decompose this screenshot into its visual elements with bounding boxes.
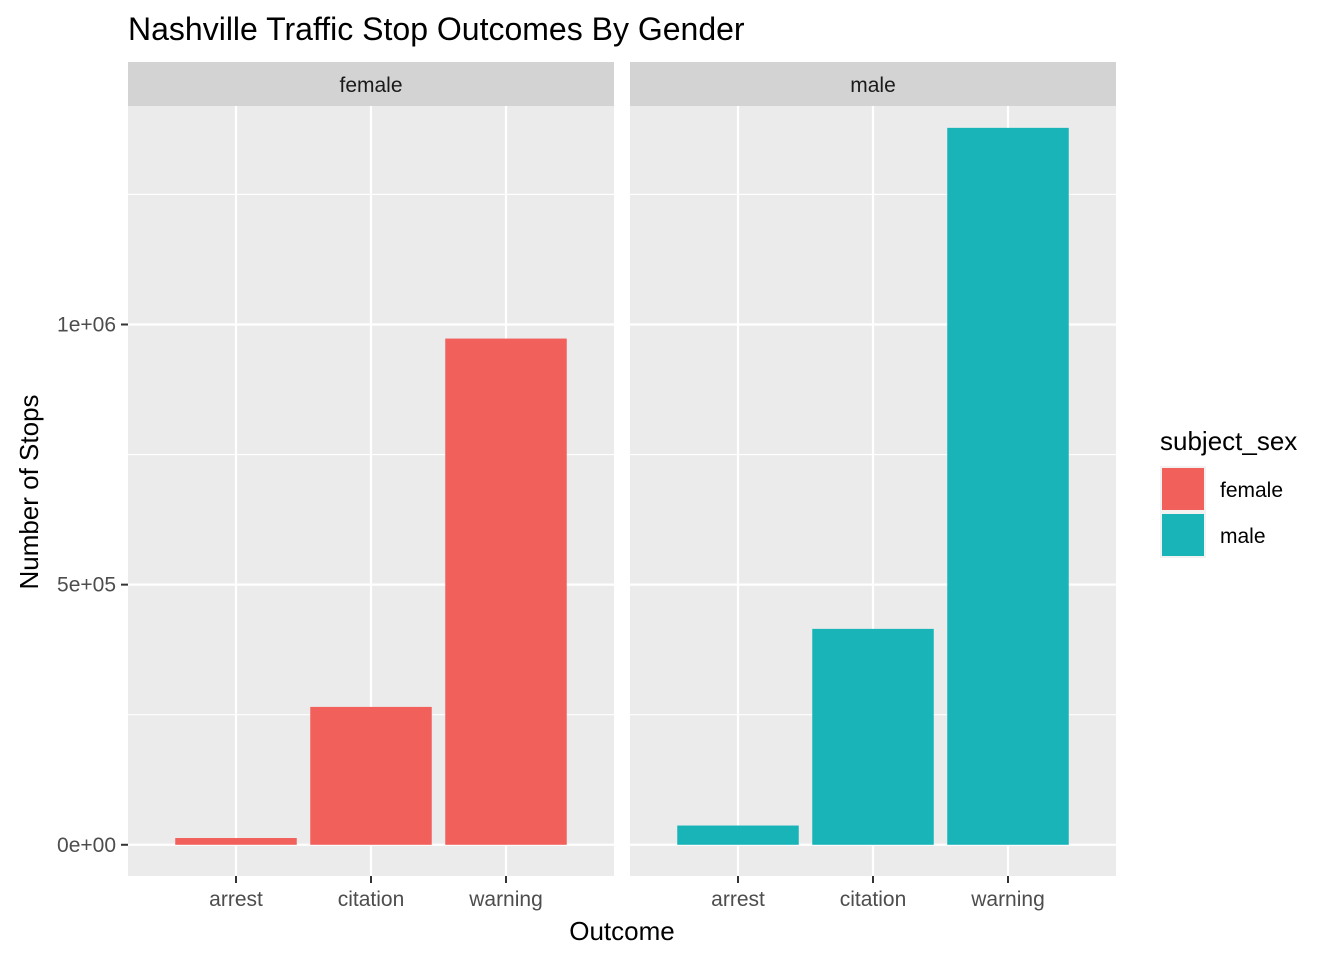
legend: subject_sex female male <box>1160 426 1297 558</box>
y-axis-title: Number of Stops <box>14 394 44 589</box>
x-tick-label: citation <box>338 888 405 911</box>
legend-key-female <box>1162 468 1204 510</box>
bar-female-arrest <box>175 838 297 845</box>
facet-strip-label: female <box>339 74 402 97</box>
bar-female-citation <box>310 706 432 845</box>
legend-label-female: female <box>1220 479 1283 502</box>
facet-strip-label: male <box>850 74 896 97</box>
legend-key-male <box>1162 514 1204 556</box>
bar-male-warning <box>947 127 1069 845</box>
facet-panel-male: male arrest citation warning <box>630 62 1116 911</box>
bar-female-warning <box>445 338 567 845</box>
x-tick-label: warning <box>468 888 543 911</box>
y-tick-label: 0e+00 <box>57 834 116 857</box>
facet-panel-female: female arrest citation warning <box>128 62 614 911</box>
y-tick-label: 5e+05 <box>57 574 116 597</box>
x-tick-label: arrest <box>209 888 263 911</box>
x-axis-title: Outcome <box>569 916 675 946</box>
facet-strip <box>128 62 614 106</box>
x-tick-label: arrest <box>711 888 765 911</box>
x-tick-label: citation <box>840 888 907 911</box>
bar-male-citation <box>812 628 934 845</box>
bar-male-arrest <box>677 825 799 845</box>
facet-panels: female arrest citation warning male arrest cit… <box>128 62 1116 911</box>
y-axis: 0e+00 5e+05 1e+06 <box>57 314 128 857</box>
facet-strip <box>630 62 1116 106</box>
legend-title: subject_sex <box>1160 426 1297 456</box>
legend-label-male: male <box>1220 525 1266 548</box>
y-tick-label: 1e+06 <box>57 314 116 337</box>
chart-title: Nashville Traffic Stop Outcomes By Gende… <box>128 11 745 47</box>
x-tick-label: warning <box>970 888 1045 911</box>
